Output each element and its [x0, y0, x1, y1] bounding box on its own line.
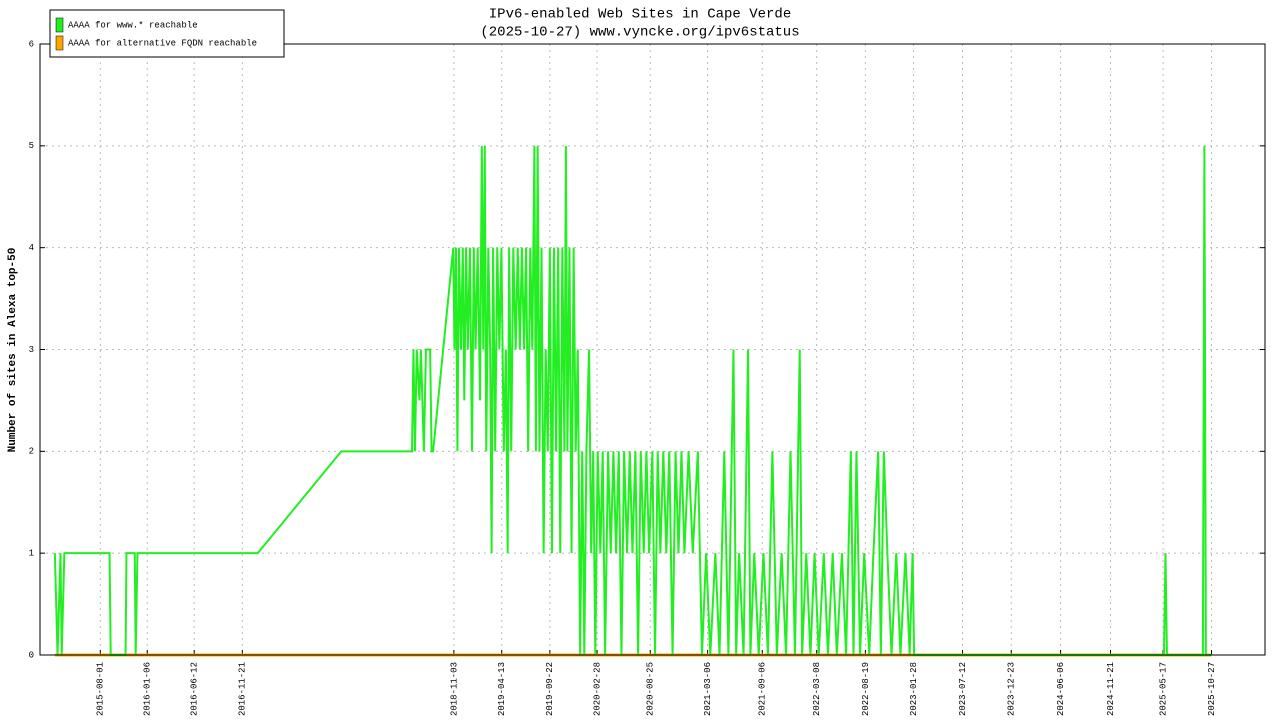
x-tick-label: 2019-09-22 [545, 662, 555, 716]
y-tick-label: 3 [29, 345, 34, 355]
y-tick-label: 0 [29, 650, 34, 660]
x-tick-label: 2016-11-21 [238, 662, 248, 716]
x-tick-label: 2023-12-23 [1007, 662, 1017, 716]
x-tick-label: 2016-01-06 [143, 662, 153, 716]
legend-label: AAAA for www.* reachable [68, 20, 198, 30]
x-tick-label: 2022-03-08 [812, 662, 822, 716]
x-tick-label: 2018-11-03 [449, 662, 459, 716]
x-tick-label: 2015-08-01 [96, 662, 106, 716]
x-tick-label: 2022-08-19 [861, 662, 871, 716]
y-axis-label: Number of sites in Alexa top-50 [7, 248, 19, 453]
legend-box [49, 9, 285, 58]
y-tick-label: 4 [29, 243, 34, 253]
x-tick-label: 2021-09-06 [758, 662, 768, 716]
x-tick-label: 2019-04-13 [497, 662, 507, 716]
x-tick-label: 2020-08-25 [646, 662, 656, 716]
plot-frame [39, 43, 1266, 656]
y-tick-label: 1 [29, 549, 34, 559]
x-tick-label: 2016-06-12 [190, 662, 200, 716]
legend-label: AAAA for alternative FQDN reachable [68, 38, 257, 48]
chart-subtitle: (2025-10-27) www.vyncke.org/ipv6status [480, 25, 799, 41]
series-line [53, 145, 1212, 656]
y-tick-label: 5 [29, 141, 34, 151]
x-tick-label: 2023-07-12 [958, 662, 968, 716]
legend-swatch [55, 35, 64, 51]
chart-title: IPv6-enabled Web Sites in Cape Verde [489, 7, 791, 23]
x-tick-label: 2025-10-27 [1207, 662, 1217, 716]
legend-swatch [55, 17, 64, 33]
x-tick-label: 2024-06-06 [1056, 662, 1066, 716]
y-tick-label: 2 [29, 447, 34, 457]
x-tick-label: 2020-02-28 [592, 662, 602, 716]
legend: AAAA for www.* reachable AAAA for alterna… [49, 9, 285, 58]
x-tick-label: 2025-05-17 [1158, 662, 1168, 716]
x-tick-label: 2023-01-28 [909, 662, 919, 716]
x-tick-label: 2021-03-06 [703, 662, 713, 716]
x-tick-label: 2024-11-21 [1106, 662, 1116, 716]
y-tick-label: 6 [29, 39, 34, 49]
